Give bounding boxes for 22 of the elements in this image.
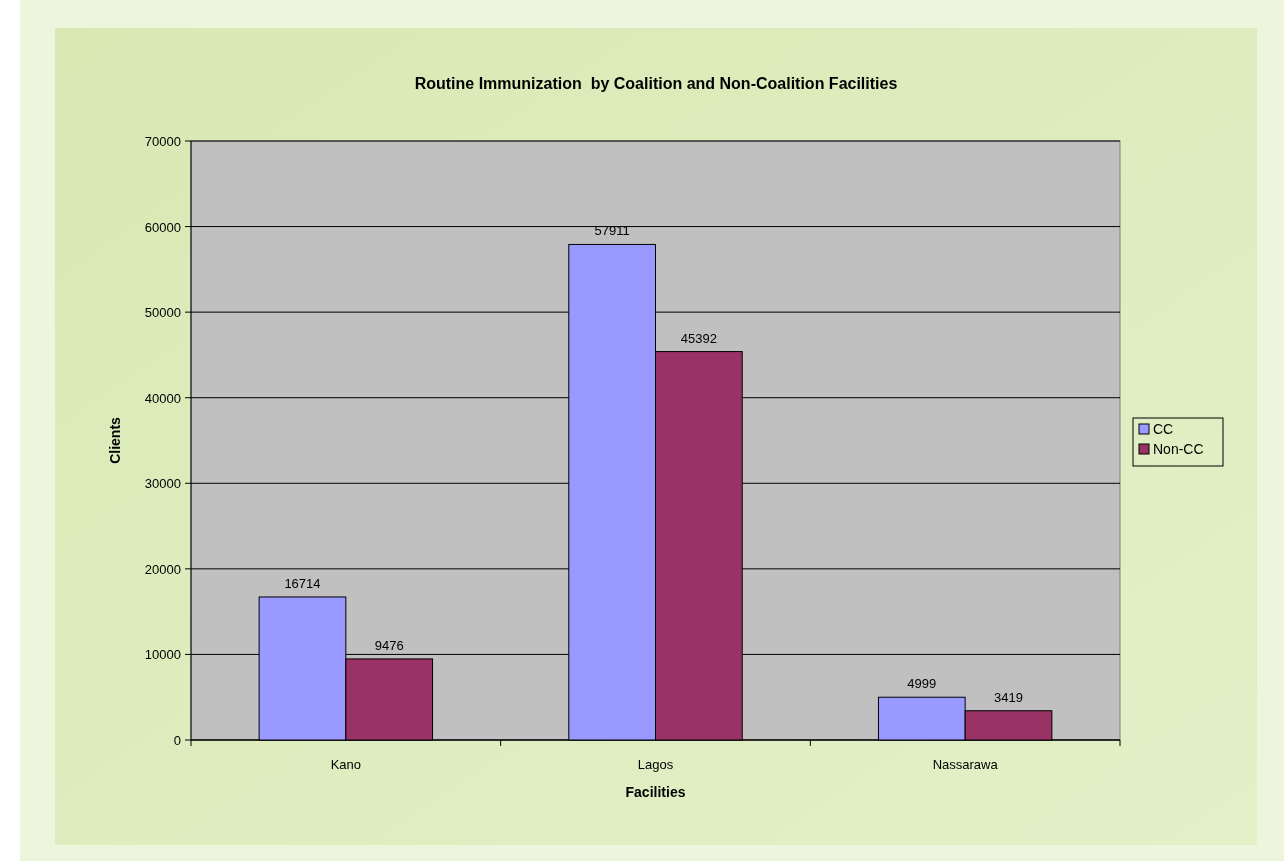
y-tick-label: 50000 — [144, 305, 181, 321]
y-tick-label: 10000 — [144, 647, 181, 663]
y-tick-label: 40000 — [144, 390, 181, 406]
x-tick-label: Kano — [330, 757, 362, 772]
x-tick-label: Lagos — [637, 757, 674, 772]
x-tick-label: Nassarawa — [932, 757, 999, 772]
data-label: 4999 — [907, 676, 937, 692]
y-tick-label: 0 — [173, 733, 181, 748]
y-tick-label: 60000 — [144, 219, 181, 235]
legend-label: Non-CC — [1153, 441, 1204, 457]
x-axis-title: Facilities — [625, 784, 686, 800]
data-label: 3419 — [994, 689, 1023, 705]
data-label: 16714 — [284, 575, 321, 591]
y-tick-label: 20000 — [144, 561, 181, 577]
legend-label: CC — [1153, 421, 1174, 437]
chart-title: Routine Immunization by Coalition and Non-Coalition Facilities — [414, 75, 898, 92]
data-label: 45392 — [680, 330, 717, 346]
y-tick-label: 70000 — [144, 134, 181, 149]
data-label: 9476 — [374, 637, 404, 653]
y-tick-label: 30000 — [144, 476, 181, 492]
y-axis-title: Clients — [107, 416, 123, 464]
data-label: 57911 — [594, 223, 630, 239]
